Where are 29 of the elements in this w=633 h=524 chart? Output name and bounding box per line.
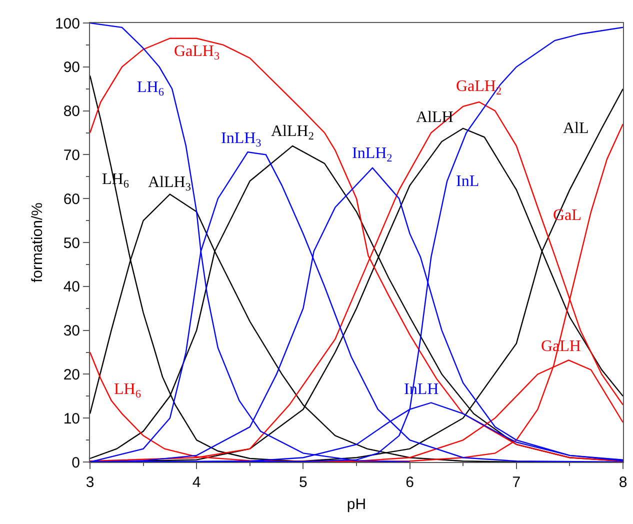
x-tick-label: 4 [192, 474, 201, 491]
y-tick-label: 20 [63, 366, 80, 384]
y-tick-label: 10 [63, 410, 80, 428]
y-axis-title: formation/% [29, 202, 46, 283]
y-tick-label: 0 [72, 454, 80, 472]
annotation: AlLH$_{2}$ [271, 123, 314, 142]
annotation: InLH$_{2}$ [352, 145, 392, 164]
annotation: GaLH$_{2}$ [456, 78, 502, 98]
y-tick-label: 30 [63, 322, 80, 340]
x-tick-label: 3 [86, 474, 94, 491]
x-tick-label: 5 [299, 474, 308, 491]
annotation: AlLH$_{3}$ [148, 174, 192, 194]
y-tick-label: 60 [63, 190, 80, 208]
y-tick-label: 40 [63, 278, 80, 296]
x-tick-label: 8 [618, 474, 628, 491]
y-tick-label: 90 [63, 59, 80, 76]
x-axis-title: pH [346, 496, 366, 513]
x-tick-label: 6 [406, 474, 414, 491]
x-tick-label: 7 [512, 474, 521, 491]
annotation: LH$_{6}$ [137, 79, 164, 98]
annotation: AlL [563, 120, 589, 137]
annotation: InL [456, 173, 480, 190]
annotation: InLH$_{3}$ [221, 130, 262, 150]
y-tick-label: 50 [63, 234, 80, 252]
y-tick-label: 80 [63, 103, 80, 120]
y-tick-label: 70 [63, 146, 80, 164]
annotation: LH$_{6}$ [114, 381, 142, 400]
y-tick-label: 100 [54, 15, 80, 32]
annotation: GaLH$_{3}$ [174, 43, 220, 62]
